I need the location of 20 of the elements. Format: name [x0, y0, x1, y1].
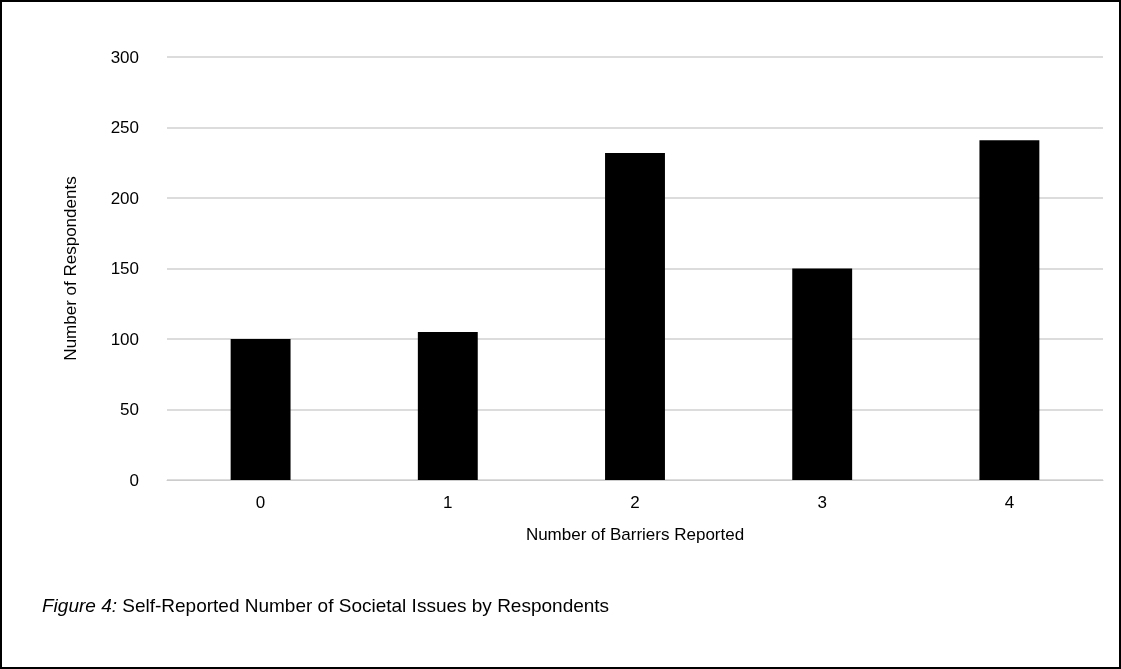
- bar: [230, 339, 291, 480]
- x-tick-label: 3: [817, 493, 827, 512]
- bar: [417, 331, 478, 480]
- x-tick-label: 0: [255, 493, 266, 512]
- bar: [979, 140, 1040, 480]
- caption: Figure 4: Self-Reported Number of Societal Issues by Respondents: [42, 595, 610, 616]
- bar: [792, 268, 853, 480]
- y-tick-label: 50: [120, 400, 139, 419]
- y-tick-label: 150: [110, 259, 139, 278]
- y-tick-label: 0: [129, 470, 139, 490]
- x-axis-title: Number of Barriers Reported: [525, 525, 745, 544]
- y-tick-label: 100: [110, 329, 139, 349]
- x-tick-label: 4: [1004, 493, 1015, 512]
- y-tick-label: 250: [110, 118, 139, 137]
- y-tick-label: 300: [110, 47, 139, 67]
- y-tick-label: 200: [110, 188, 139, 208]
- x-tick-label: 1: [443, 493, 453, 512]
- bar: [605, 152, 665, 480]
- y-axis-title: Number of Respondents: [61, 176, 80, 361]
- x-tick-label: 2: [630, 493, 640, 512]
